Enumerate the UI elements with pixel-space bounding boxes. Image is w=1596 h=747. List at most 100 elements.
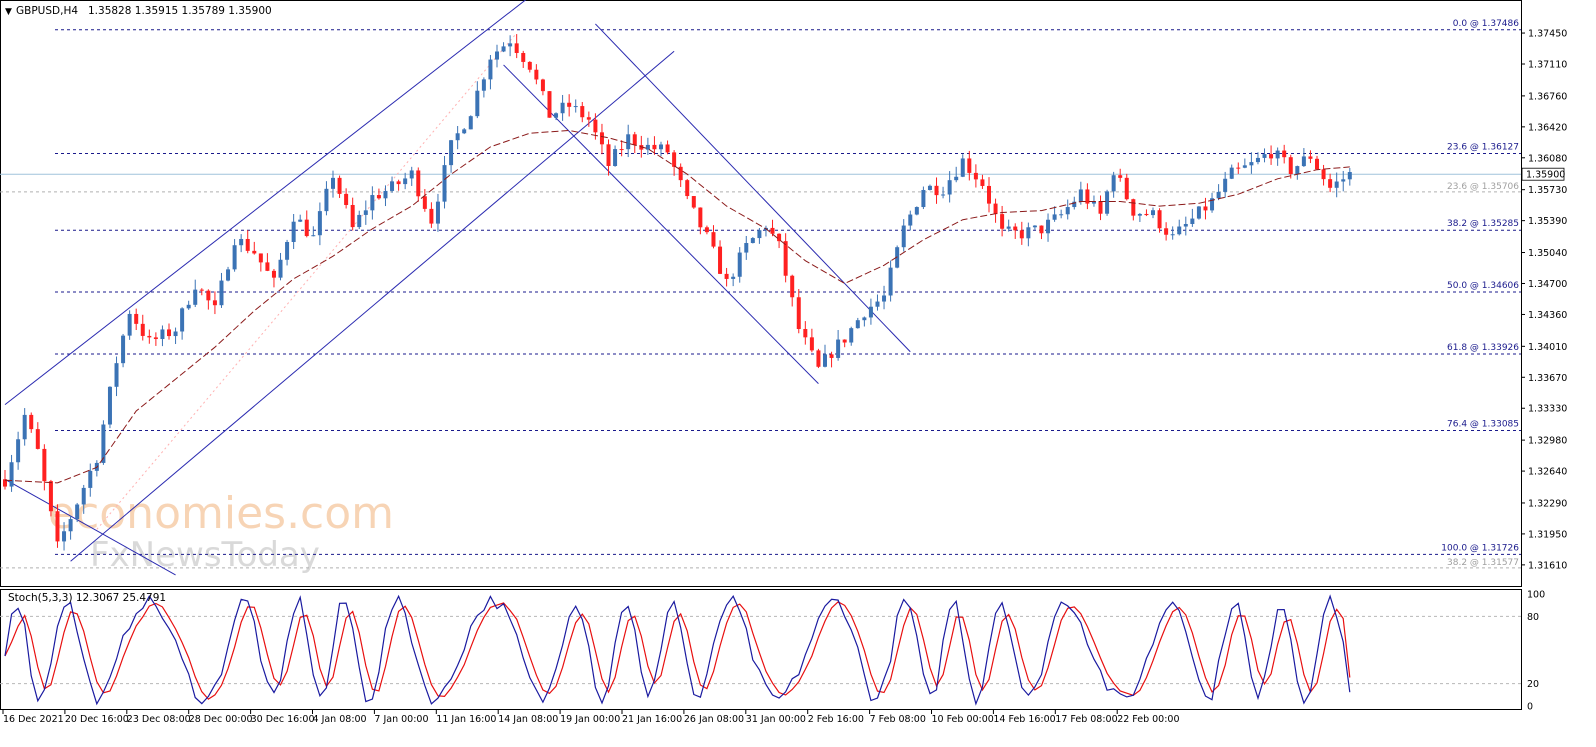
candle-body — [960, 158, 965, 177]
candle-body — [409, 170, 414, 179]
candle-body — [376, 195, 381, 199]
candle-body — [914, 207, 919, 215]
candle-body — [1210, 198, 1215, 211]
candle-body — [42, 448, 47, 482]
candle-body — [271, 270, 276, 278]
candle-body — [167, 329, 171, 337]
time-tick-label: 7 Feb 08:00 — [870, 714, 926, 725]
time-tick-label: 28 Dec 00:00 — [189, 714, 253, 725]
trend-channels — [4, 0, 911, 576]
price-tick-label: 1.32290 — [1528, 498, 1567, 509]
candle-body — [901, 225, 906, 248]
watermark-fxnewstoday: FxNewsToday — [90, 535, 320, 575]
candle-body — [809, 337, 814, 351]
candle-body — [954, 176, 959, 181]
candle-body — [455, 133, 460, 141]
candle-body — [1315, 158, 1319, 170]
fib-label: 23.6 @ 1.36127 — [1447, 143, 1519, 153]
time-tick-label: 14 Feb 16:00 — [993, 714, 1055, 725]
candle-body — [1341, 179, 1346, 182]
candle-body — [1216, 191, 1221, 199]
price-tick-label: 1.36760 — [1528, 91, 1567, 102]
candle-body — [1157, 210, 1162, 229]
candle-body — [836, 339, 841, 358]
candle-body — [396, 181, 401, 185]
time-tick-label: 7 Jan 00:00 — [374, 714, 428, 725]
candle-body — [212, 300, 217, 306]
candle-body — [1229, 167, 1234, 179]
candle-body — [678, 166, 683, 181]
stoch-tick-label: 20 — [1527, 679, 1539, 690]
candle-body — [1249, 162, 1254, 166]
candle-body — [573, 106, 578, 108]
candle-body — [691, 196, 696, 208]
candle-body — [540, 79, 545, 92]
candle-body — [1065, 207, 1070, 215]
time-tick-label: 16 Dec 2021 — [3, 714, 64, 725]
candle-body — [967, 158, 972, 173]
candle-body — [554, 113, 559, 118]
candle-body — [9, 462, 14, 487]
candle-body — [298, 219, 303, 222]
price-tick-label: 1.35390 — [1528, 216, 1567, 227]
candle-body — [987, 185, 991, 204]
candle-body — [35, 429, 40, 449]
candle-body — [862, 317, 867, 321]
fib-label: 50.0 @ 1.34606 — [1447, 281, 1519, 291]
stoch-tick-label: 100 — [1527, 590, 1545, 601]
price-tick-label: 1.31610 — [1528, 560, 1567, 571]
candle-body — [16, 439, 21, 463]
candle-body — [685, 180, 690, 197]
candle-body — [567, 102, 572, 107]
candle-body — [147, 335, 152, 338]
candle-body — [363, 210, 368, 215]
candle-body — [980, 179, 985, 186]
stoch-indicator-label: Stoch(5,3,3) 12.3067 25.4791 — [8, 592, 166, 604]
candle-body — [1347, 172, 1352, 180]
candle-body — [1111, 175, 1116, 192]
candle-body — [160, 329, 165, 340]
candle-body — [416, 170, 421, 197]
candle-body — [593, 119, 598, 133]
candle-body — [193, 289, 198, 305]
candle-body — [180, 308, 185, 332]
candle-body — [1013, 226, 1018, 231]
candle-body — [1275, 150, 1280, 159]
candle-body — [1203, 206, 1208, 211]
candle-body — [1236, 167, 1241, 169]
candle-body — [107, 386, 112, 425]
candle-body — [1072, 201, 1077, 208]
candle-body — [973, 172, 978, 180]
fib-label: 61.8 @ 1.33926 — [1447, 343, 1519, 353]
channel-line-falling-upper — [595, 23, 911, 353]
fib-label: 100.0 @ 1.31726 — [1441, 543, 1519, 553]
candle-body — [68, 519, 73, 532]
candle-body — [1262, 154, 1267, 158]
current-price-badge — [1521, 167, 1565, 181]
candle-body — [1006, 226, 1011, 229]
collapse-arrow-icon[interactable]: ▼ — [5, 7, 12, 17]
stochastic-oscillator: 100 80 20 0 — [0, 590, 1545, 713]
candle-body — [1137, 213, 1142, 216]
candle-body — [724, 273, 729, 279]
candle-body — [1091, 201, 1096, 204]
candle-body — [718, 246, 723, 274]
candle-body — [1242, 165, 1247, 168]
candle-body — [1183, 224, 1188, 227]
candle-body — [731, 276, 736, 279]
candle-body — [501, 46, 506, 52]
candle-body — [422, 196, 427, 209]
candle-body — [285, 241, 290, 260]
candle-body — [429, 208, 434, 224]
candle-body — [390, 181, 395, 191]
candle-body — [462, 129, 467, 134]
time-tick-label: 19 Jan 00:00 — [560, 714, 620, 725]
candle-body — [521, 52, 526, 62]
candle-body — [534, 69, 539, 80]
candle-body — [586, 117, 591, 120]
time-tick-label: 22 Feb 00:00 — [1117, 714, 1179, 725]
candle-body — [1255, 157, 1260, 163]
candle-body — [252, 250, 257, 254]
